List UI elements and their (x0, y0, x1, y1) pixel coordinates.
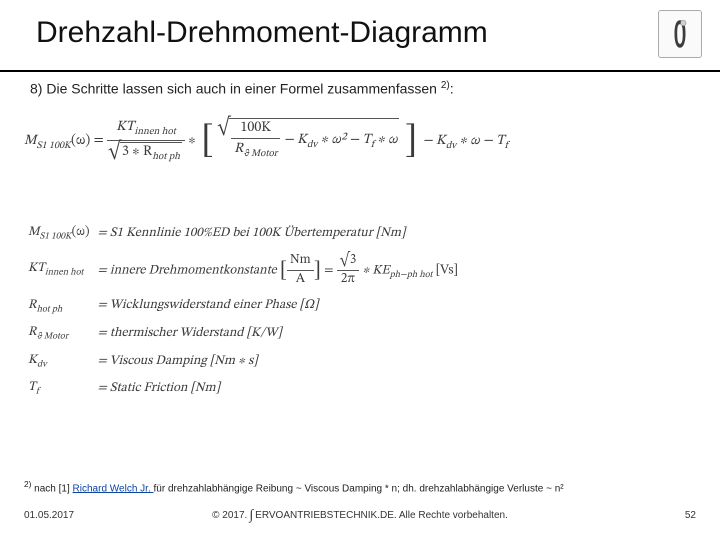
def-rhs: = Wicklungswiderstand einer Phase [Ω] (93, 293, 462, 321)
kt-unit-den: A (287, 271, 314, 288)
intro-colon: : (450, 81, 454, 97)
page-title: Drehzahl-Drehmoment-Diagramm (36, 16, 488, 50)
footer-page: 52 (685, 510, 696, 521)
def-lhs-sub: dv (37, 360, 47, 369)
mf-inner-t2: ∗ ω (374, 134, 397, 148)
mf-f1-den-sub: hot ph (152, 152, 180, 162)
mf-inner-sqrt: 100K Rϑ Motor − Kdv ∗ ω² − Tf ∗ ω (219, 118, 399, 163)
mf-lhs-sub: S1 100K (37, 141, 71, 151)
intro-line: 8) Die Schritte lassen sich auch in eine… (30, 80, 454, 97)
footer: 01.05.2017 © 2017. ∫ ERVOANTRIEBSTECHNIK… (0, 504, 720, 526)
def-lhs-sub: ϑ Motor (37, 333, 69, 342)
brand-logo (658, 10, 702, 58)
kt-tail-sub: ph−ph hot (390, 271, 433, 280)
def-row: KTinnen hot = innere Drehmomentkonstante… (24, 248, 462, 293)
def-lhs-sym: K (28, 354, 37, 367)
title-rule (0, 70, 720, 72)
intro-num: 8) (30, 81, 42, 97)
def-rhs: = Viscous Damping [Nm ∗ s] (93, 348, 462, 376)
footnote: 2) nach [1] Richard Welch Jr. für drehza… (24, 479, 704, 494)
def-row: MS1 100K(ω) = S1 Kennlinie 100%ED bei 10… (24, 220, 462, 248)
definitions: MS1 100K(ω) = S1 Kennlinie 100%ED bei 10… (24, 220, 462, 403)
intro-supref: 2) (441, 80, 450, 91)
mf-lhs-arg: (ω) (71, 134, 90, 148)
kt-f2-den: 2π (337, 271, 360, 288)
mf-out-a: − K (423, 134, 446, 148)
def-lhs-sym: M (28, 226, 40, 239)
def-lhs-sub: S1 100K (40, 233, 72, 242)
def-lhs-sym: R (28, 299, 37, 312)
def-lhs-sym: T (28, 381, 36, 394)
def-lhs-sub: f (36, 388, 39, 397)
def-row: Kdv = Viscous Damping [Nm ∗ s] (24, 348, 462, 376)
intro-text: Die Schritte lassen sich auch in einer F… (46, 81, 437, 97)
mf-f1-den-sqrt: 3 ∗ Rhot ph (110, 142, 182, 164)
kt-mid: = (321, 264, 336, 277)
def-lhs-arg: (ω) (72, 226, 90, 239)
kt-f2-num: √3 (337, 253, 360, 271)
def-lhs-sym: KT (28, 262, 45, 275)
mf-f1-num-sym: KT (116, 120, 134, 134)
mf-lhs-sym: M (24, 134, 37, 148)
mf-lbracket: [ (199, 122, 216, 159)
mf-eq: = (94, 134, 104, 148)
mf-if-num: 100K (240, 121, 271, 135)
main-formula: MS1 100K(ω) = KTinnen hot 3 ∗ Rhot ph ∗ … (24, 118, 508, 164)
footnote-link[interactable]: Richard Welch Jr. (73, 483, 154, 494)
footer-copyright-a: © 2017. (212, 510, 247, 521)
kt-prefix: = innere Drehmomentkonstante (97, 264, 279, 277)
footnote-tail: für drehzahlabhängige Reibung ~ Viscous … (154, 483, 564, 494)
mf-out-b: ∗ ω − T (456, 134, 504, 148)
kt-unit-num: Nm (287, 253, 314, 271)
def-lhs-sub: hot ph (37, 305, 63, 314)
mf-if-den-sym: R (234, 142, 243, 156)
mf-inner-kdv: dv (307, 140, 317, 150)
footer-date: 01.05.2017 (24, 510, 74, 521)
kt-tail-a: ∗ KE (359, 264, 389, 277)
footer-center: © 2017. ∫ ERVOANTRIEBSTECHNIK.DE. Alle R… (212, 510, 508, 521)
footnote-after-ref: nach [1] (31, 483, 72, 494)
mf-f1-den-pre: 3 ∗ R (122, 145, 152, 159)
def-row: Tf = Static Friction [Nm] (24, 375, 462, 403)
mf-f1-num-sub: innen hot (134, 127, 176, 137)
def-rhs: = S1 Kennlinie 100%ED bei 100K Übertempe… (93, 220, 462, 248)
mf-out-a-sub: dv (446, 141, 456, 151)
kt-tail-b: [Vs] (433, 264, 459, 277)
mf-inner-m1: − K (284, 134, 307, 148)
footer-copyright-b: ERVOANTRIEBSTECHNIK.DE. Alle Rechte vorb… (255, 510, 508, 521)
def-rhs: = Static Friction [Nm] (93, 375, 462, 403)
mf-star1: ∗ (188, 134, 196, 148)
def-lhs-sub: innen hot (45, 269, 83, 278)
mf-frac1: KTinnen hot 3 ∗ Rhot ph (107, 118, 185, 164)
mf-inner-frac: 100K Rϑ Motor (231, 119, 280, 161)
def-row: Rhot ph = Wicklungswiderstand einer Phas… (24, 293, 462, 321)
footer-integral-icon: ∫ (249, 511, 253, 521)
def-rhs-kt: = innere Drehmomentkonstante [NmA] = √32… (93, 248, 462, 293)
def-row: Rϑ Motor = thermischer Widerstand [K/W] (24, 320, 462, 348)
mf-rbracket: ] (403, 122, 420, 159)
mf-inner-t1: ∗ ω² − T (317, 134, 371, 148)
mf-out-b-sub: f (505, 141, 508, 151)
def-lhs-sym: R (28, 326, 37, 339)
mf-if-den-sub: ϑ Motor (243, 149, 277, 159)
def-rhs: = thermischer Widerstand [K/W] (93, 320, 462, 348)
